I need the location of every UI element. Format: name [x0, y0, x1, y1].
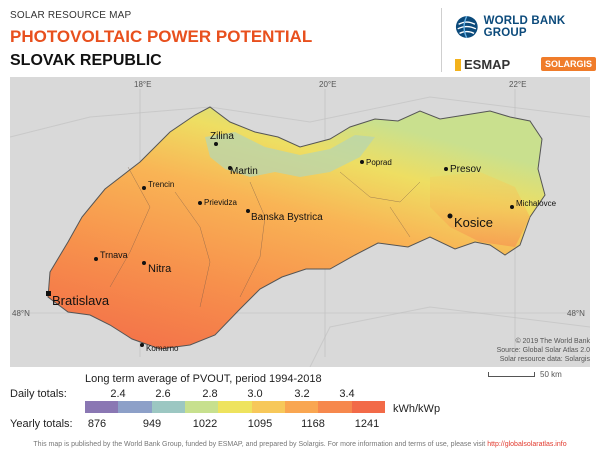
city-label-nitra: Nitra: [148, 263, 172, 275]
east-lowland-terrain: [430, 172, 530, 247]
daily-tick: 3.2: [294, 388, 310, 400]
world-bank-logo: WORLD BANK GROUP: [455, 14, 600, 40]
esmap-text: ESMAP: [464, 57, 511, 72]
graticule-label-22e: 22°E: [509, 80, 526, 89]
map-subtitle: SOLAR RESOURCE MAP: [10, 10, 132, 21]
daily-tick: 3.0: [247, 388, 263, 400]
city-label-martin: Martin: [230, 166, 258, 177]
graticule-label-48n-right: 48°N: [567, 309, 585, 318]
city-marker-trencin: [142, 186, 146, 190]
daily-totals-label: Daily totals:: [10, 388, 67, 400]
city-marker-zilina: [214, 142, 218, 146]
yearly-ticks: 876 949 1022 1095 1168 1241: [85, 418, 385, 432]
city-marker-komarno: [140, 343, 144, 347]
graticule-label-48n-left: 48°N: [12, 309, 30, 318]
yearly-tick: 1095: [247, 418, 273, 430]
legend-swatch: [151, 401, 185, 413]
yearly-tick: 1168: [301, 418, 325, 430]
graticule-label-20e: 20°E: [319, 80, 336, 89]
city-label-prievidza: Prievidza: [204, 198, 237, 207]
yearly-tick: 876: [87, 418, 107, 430]
legend-swatch: [318, 401, 352, 413]
daily-tick: 3.4: [339, 388, 355, 400]
city-label-komarno: Komarno: [146, 344, 179, 353]
city-marker-poprad: [360, 160, 364, 164]
atlas-link[interactable]: http://globalsolaratlas.info: [487, 441, 567, 448]
daily-ticks: 2.4 2.6 2.8 3.0 3.2 3.4: [85, 388, 385, 402]
legend-unit: kWh/kWp: [393, 403, 441, 415]
yearly-tick: 1022: [192, 418, 218, 430]
slovakia-territory: [47, 106, 546, 350]
daily-tick: 2.8: [202, 388, 218, 400]
city-marker-presov: [444, 167, 448, 171]
esmap-mark-icon: [455, 58, 461, 71]
footer-note: This map is published by the World Bank …: [0, 441, 600, 448]
city-marker-banska-bystrica: [246, 209, 250, 213]
footer-text: This map is published by the World Bank …: [33, 441, 486, 448]
legend-swatch: [184, 401, 219, 413]
city-marker-kosice: [447, 213, 453, 219]
scale-bar: 50 km: [488, 370, 578, 382]
city-marker-trnava: [94, 257, 98, 261]
city-label-banska-bystrica: Banska Bystrica: [251, 212, 323, 223]
high-tatras-terrain: [205, 132, 375, 177]
credit-line: Solar resource data: Solargis: [499, 356, 590, 363]
solargis-logo: SOLARGIS: [541, 57, 597, 71]
map-title: PHOTOVOLTAIC POWER POTENTIAL: [10, 27, 313, 46]
legend-color-bar: [85, 401, 385, 413]
legend-swatch: [218, 401, 252, 413]
legend-title: Long term average of PVOUT, period 1994-…: [85, 373, 322, 385]
city-marker-prievidza: [198, 201, 202, 205]
esmap-logo: ESMAP: [455, 57, 510, 72]
credit-line: © 2019 The World Bank: [515, 338, 590, 345]
map-canvas: 18°E 20°E 22°E 48°N 48°N Zilina Martin T…: [10, 77, 590, 367]
credit-line: Source: Global Solar Atlas 2.0: [496, 347, 590, 354]
capital-marker-bratislava: [46, 291, 51, 296]
legend-swatch: [284, 401, 319, 413]
region-borders: [109, 166, 421, 308]
city-marker-martin: [228, 166, 232, 170]
city-marker-nitra: [142, 261, 146, 265]
daily-tick: 2.4: [110, 388, 126, 400]
yearly-totals-label: Yearly totals:: [10, 418, 73, 430]
world-bank-text: WORLD BANK GROUP: [483, 15, 566, 39]
scale-label: 50 km: [540, 370, 562, 379]
legend-swatch: [85, 401, 119, 413]
yearly-tick: 1241: [354, 418, 380, 430]
map-panel: 18°E 20°E 22°E 48°N 48°N Zilina Martin T…: [10, 77, 590, 367]
border-line: [309, 306, 590, 367]
yearly-tick: 949: [142, 418, 162, 430]
city-label-michalovce: Michalovce: [516, 199, 557, 208]
city-label-trencin: Trencin: [148, 180, 174, 189]
country-name: SLOVAK REPUBLIC: [10, 52, 162, 69]
legend-swatch: [251, 401, 285, 413]
graticule-label-18e: 18°E: [134, 80, 151, 89]
daily-tick: 2.6: [155, 388, 171, 400]
border-line: [10, 96, 590, 138]
legend-swatch: [351, 401, 385, 413]
header-divider: [441, 8, 442, 72]
city-marker-michalovce: [510, 205, 514, 209]
globe-icon: [455, 15, 478, 39]
legend-swatch: [118, 401, 152, 413]
city-label-zilina: Zilina: [210, 131, 234, 142]
city-label-trnava: Trnava: [100, 250, 128, 260]
city-label-bratislava: Bratislava: [52, 293, 110, 308]
city-label-poprad: Poprad: [366, 158, 392, 167]
city-label-presov: Presov: [450, 164, 481, 175]
city-label-kosice: Kosice: [454, 215, 493, 230]
map-credits: © 2019 The World Bank Source: Global Sol…: [497, 337, 590, 364]
